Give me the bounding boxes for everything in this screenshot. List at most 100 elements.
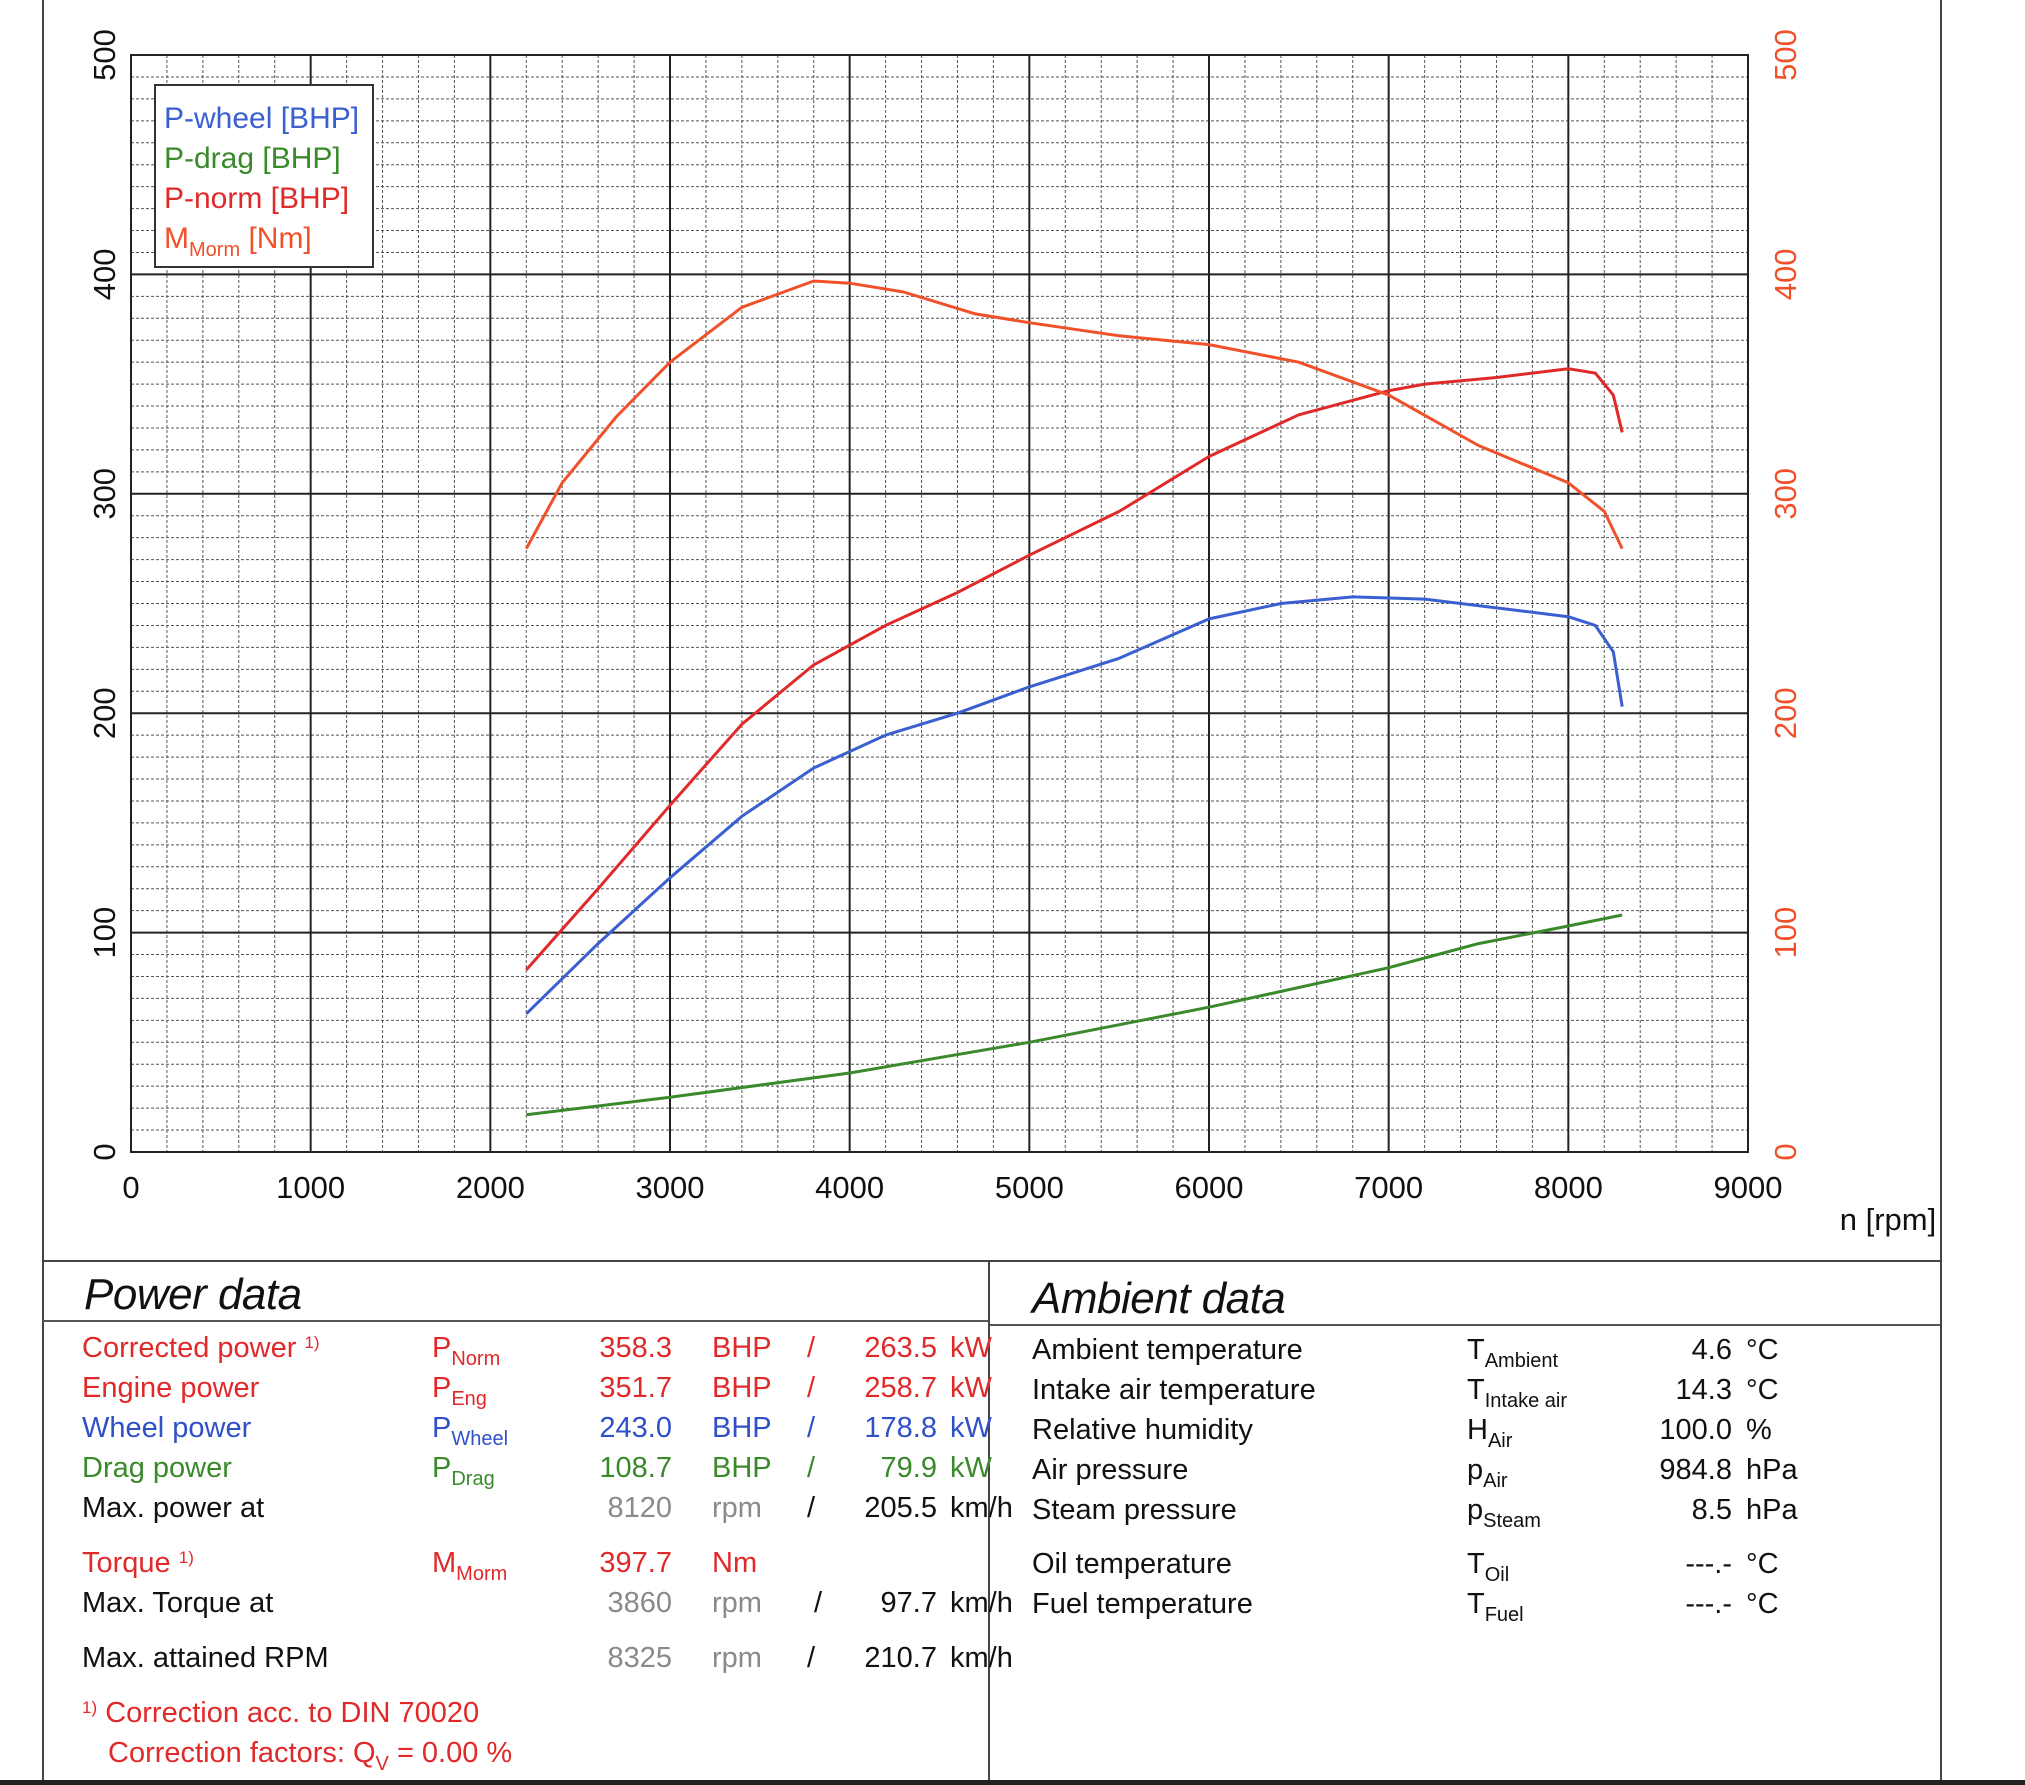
ambient-symbol: TIntake air [1467,1374,1567,1412]
power-value-2: 263.5 [864,1332,937,1364]
ambient-row: Fuel temperature TFuel ---.- °C [1032,1588,1912,1628]
ambient-symbol: HAir [1467,1414,1513,1452]
y-tick-label-left: 0 [87,1143,122,1160]
grid-minor [131,55,1748,1152]
ambient-symbol: pAir [1467,1454,1508,1492]
power-unit-1: rpm [712,1587,762,1619]
power-sep: / [807,1412,816,1444]
power-label: Max. attained RPM [82,1642,329,1674]
power-value-2: 258.7 [864,1372,937,1404]
series-line-2 [525,367,1624,971]
power-unit-2: km/h [950,1587,1013,1619]
ambient-unit: °C [1746,1334,1779,1366]
ambient-unit: hPa [1746,1454,1798,1486]
x-tick-label: 7000 [1354,1170,1423,1205]
power-value-2: 205.5 [864,1492,937,1524]
power-data-panel: Power data Corrected power 1) PNorm 358.… [42,1262,1013,1782]
power-label: Corrected power 1) [82,1332,320,1364]
x-tick-label: 3000 [636,1170,705,1205]
power-value-1: 108.7 [599,1452,672,1484]
ambient-row: Ambient temperature TAmbient 4.6 °C [1032,1334,1912,1374]
series-line-0 [525,595,1624,1015]
x-axis-label: n [rpm] [1840,1202,1936,1237]
power-sep: / [807,1492,816,1524]
x-tick-label: 2000 [456,1170,525,1205]
ambient-unit: °C [1746,1588,1779,1620]
legend: P-wheel [BHP] P-drag [BHP] P-norm [BHP] … [154,84,374,268]
ambient-unit: hPa [1746,1494,1798,1526]
x-tick-label: 5000 [995,1170,1064,1205]
ambient-data-panel: Ambient data Ambient temperature TAmbien… [990,1262,1940,1782]
ambient-symbol: TAmbient [1467,1334,1559,1372]
series-line-1 [526,913,1623,1117]
power-label: Max. power at [82,1492,265,1524]
legend-box [154,84,374,268]
power-label: Drag power [82,1452,232,1484]
power-value-2: 178.8 [864,1412,937,1444]
power-sep: / [807,1372,816,1404]
y-tick-label-left: 100 [87,907,122,959]
power-value-2: 79.9 [880,1452,937,1484]
ambient-title-rule [990,1324,1940,1326]
power-label: Max. Torque at [82,1587,274,1619]
ambient-label: Fuel temperature [1032,1588,1253,1620]
power-row-max-rpm: Max. attained RPM 8325 rpm / 210.7 km/h [82,1642,1013,1682]
power-value-1: 8120 [607,1492,672,1524]
ambient-unit: °C [1746,1548,1779,1580]
power-unit-2: km/h [950,1642,1013,1674]
power-unit-1: rpm [712,1642,762,1674]
ambient-label: Steam pressure [1032,1494,1237,1526]
power-sep: / [807,1332,816,1364]
ambient-value: 100.0 [1659,1414,1732,1446]
power-row-drag: Drag power PDrag 108.7 BHP / 79.9 kW [82,1452,992,1492]
ambient-value: 984.8 [1659,1454,1732,1486]
power-row-corrected: Corrected power 1) PNorm 358.3 BHP / 263… [82,1332,992,1372]
power-unit-1: BHP [712,1372,772,1404]
power-value-2: 210.7 [864,1642,937,1674]
page-frame-left [42,0,44,1785]
ambient-label: Ambient temperature [1032,1334,1303,1366]
power-row-max-power: Max. power at 8120 rpm / 205.5 km/h [82,1492,1013,1532]
power-unit-1: BHP [712,1412,772,1444]
power-sep: / [807,1642,816,1674]
power-data-title: Power data [84,1270,302,1319]
ambient-value: ---.- [1685,1548,1732,1580]
power-value-1: 243.0 [599,1412,672,1444]
power-row-torque: Torque 1) MMorm 397.7 Nm [82,1547,982,1587]
power-symbol: PEng [432,1372,487,1410]
power-sep: / [814,1587,823,1619]
power-unit-1: Nm [712,1547,758,1579]
power-unit-2: kW [950,1372,992,1404]
power-unit-2: km/h [950,1492,1013,1524]
ambient-label: Relative humidity [1032,1414,1253,1446]
power-unit-2: kW [950,1412,992,1444]
correction-footnote: 1) Correction acc. to DIN 70020 [82,1697,982,1737]
power-unit-2: kW [950,1452,992,1484]
power-title-rule [42,1320,988,1322]
y-tick-label-right: 400 [1768,249,1803,301]
power-value-1: 358.3 [599,1332,672,1364]
y-tick-label-right: 300 [1768,468,1803,520]
y-tick-label-left: 500 [87,29,122,81]
legend-item-p-wheel: P-wheel [BHP] [164,102,359,135]
correction-factors-text: Correction factors: QV = 0.00 % [108,1737,513,1775]
footnote-text: 1) Correction acc. to DIN 70020 [82,1697,480,1729]
y-tick-label-left: 300 [87,468,122,520]
ambient-unit: °C [1746,1374,1779,1406]
power-unit-2: kW [950,1332,992,1364]
y-tick-label-left: 200 [87,687,122,739]
ambient-row: Steam pressure pSteam 8.5 hPa [1032,1494,1912,1534]
power-row-wheel: Wheel power PWheel 243.0 BHP / 178.8 kW [82,1412,992,1452]
power-unit-1: BHP [712,1452,772,1484]
ambient-value: 4.6 [1691,1334,1732,1366]
series-line-3 [524,279,1624,550]
y-tick-label-left: 400 [87,249,122,301]
power-symbol: PWheel [432,1412,509,1450]
power-value-1: 8325 [607,1642,672,1674]
ambient-label: Intake air temperature [1032,1374,1316,1406]
power-unit-1: rpm [712,1492,762,1524]
ambient-value: 8.5 [1691,1494,1732,1526]
ambient-row: Intake air temperature TIntake air 14.3 … [1032,1374,1912,1414]
x-tick-label: 4000 [815,1170,884,1205]
ambient-symbol: TFuel [1467,1588,1524,1626]
